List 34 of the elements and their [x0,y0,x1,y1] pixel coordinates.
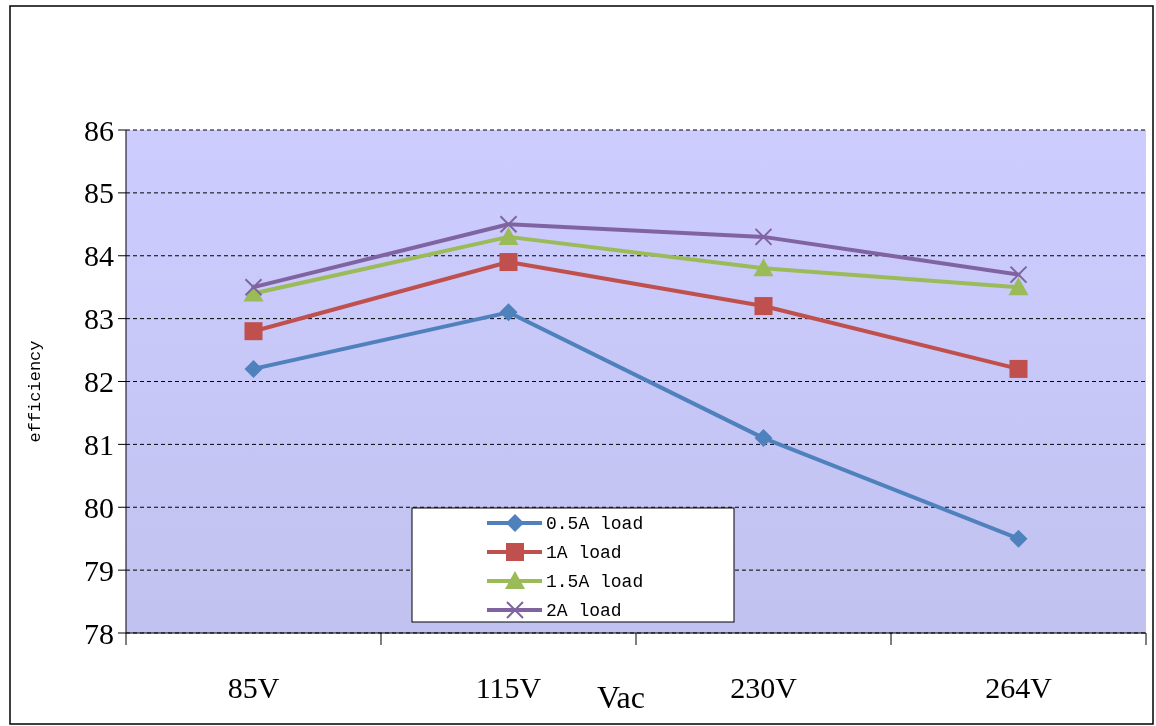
y-tick-label: 86 [84,113,114,147]
y-tick-label: 80 [84,490,114,524]
point [498,226,519,245]
point [754,297,773,316]
point [753,258,774,277]
point [499,215,518,234]
x-axis-title: Vac [597,679,645,715]
point [499,253,518,272]
y-tick-label: 83 [84,302,114,336]
y-axis-title: efficiency [26,340,45,443]
point [244,322,263,341]
point [754,227,773,246]
point [1009,529,1028,548]
x-tick-label: 264V [985,671,1053,704]
point [499,303,518,322]
point [1008,277,1029,296]
y-tick-label: 78 [84,616,114,650]
x-tick-label: 230V [730,671,798,704]
y-tick-label: 84 [84,239,114,273]
x-tick-label: 115V [475,671,542,704]
point [1009,359,1028,378]
x-tick-label: 85V [227,671,280,704]
y-tick-label: 81 [84,427,114,461]
legend-label: 0.5A load [546,514,644,535]
y-tick-label: 79 [84,553,114,587]
y-tick-label: 82 [84,365,114,398]
y-tick-label: 85 [84,176,114,210]
point [244,278,263,297]
point [1009,265,1028,284]
point [754,429,773,448]
legend-label: 2A load [546,601,622,622]
legend-label: 1.5A load [546,572,644,593]
legend-label: 1A load [546,543,622,564]
point [244,359,263,378]
